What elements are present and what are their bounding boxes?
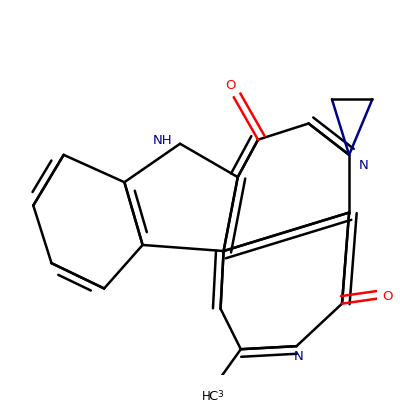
Text: H: H	[202, 390, 210, 400]
Text: C: C	[208, 390, 217, 400]
Text: O: O	[382, 290, 393, 303]
Text: NH: NH	[152, 134, 172, 147]
Text: O: O	[226, 79, 236, 92]
Text: 3: 3	[218, 390, 223, 399]
Text: N: N	[359, 159, 369, 172]
Text: N: N	[294, 350, 303, 363]
